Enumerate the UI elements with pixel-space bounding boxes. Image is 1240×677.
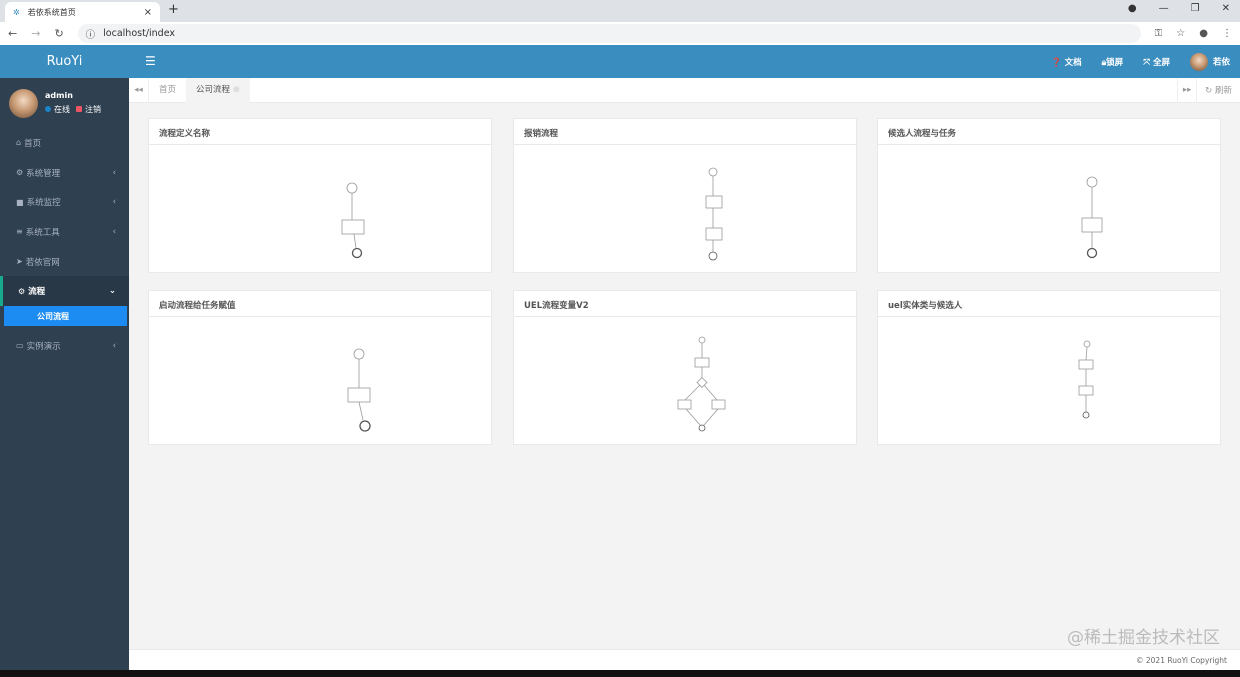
chevron-left-icon: ‹	[112, 226, 116, 237]
close-tab-icon[interactable]: ×	[143, 6, 152, 18]
address-bar-row: ← → ↻ ⓘ localhost/index ⚿ ☆ ● ⋮	[0, 22, 1240, 45]
scroll-left-icon[interactable]: ◂◂	[129, 77, 149, 103]
top-header: ☰ ❓ 文档 🔒︎锁屏 ⤧ 全屏 若依	[129, 45, 1240, 78]
process-card[interactable]: 候选人流程与任务	[877, 118, 1221, 273]
username: admin	[45, 91, 73, 100]
tab-home[interactable]: 首页	[159, 84, 177, 95]
new-tab-button[interactable]: +	[168, 2, 179, 17]
refresh-button[interactable]: ↻ 刷新	[1205, 86, 1232, 96]
account-icon[interactable]: ●	[1199, 28, 1208, 39]
process-card[interactable]: uel实体类与候选人	[877, 290, 1221, 445]
url-input[interactable]: ⓘ localhost/index	[77, 24, 1141, 43]
card-title: UEL流程变量V2	[514, 291, 856, 317]
chevron-left-icon: ‹	[112, 167, 116, 178]
sidebar-item-tools[interactable]: ≡ 系统工具 ‹	[16, 226, 116, 238]
location-arrow-icon: ➤	[16, 257, 23, 267]
chevron-left-icon: ‹	[112, 197, 116, 208]
close-window-button[interactable]: ✕	[1221, 3, 1230, 14]
user-panel: admin 在线 注销	[0, 78, 129, 128]
info-icon: ⓘ	[85, 29, 96, 41]
gear-icon: ⚙	[16, 168, 24, 178]
process-card[interactable]: 报销流程	[513, 118, 857, 273]
card-title: 流程定义名称	[149, 119, 491, 145]
sidebar-item-website[interactable]: ➤ 若依官网	[16, 257, 60, 268]
process-card[interactable]: 启动流程给任务赋值	[148, 290, 492, 445]
reload-icon[interactable]: ↻	[54, 27, 64, 40]
avatar[interactable]	[9, 88, 38, 118]
sidebar: RuoYi admin 在线 注销 ⌂ 首页 ⚙ 系统管理 ‹ ■ 系统监控 ‹ ≡ 系统工具…	[0, 45, 129, 670]
chevron-down-icon: ⌄	[108, 286, 116, 297]
process-diagram[interactable]	[514, 146, 858, 273]
bars-icon: ≡	[16, 227, 23, 237]
tab-company-process[interactable]: 公司流程 ⊗	[186, 77, 250, 103]
main-content: 流程定义名称 报销流程 候选人流程与任务启动流程给任务赋值 UEL流程变量V2 uel实…	[129, 103, 1240, 649]
menu-dots-icon[interactable]: ⋮	[1222, 28, 1232, 39]
close-tab-icon[interactable]: ⊗	[232, 84, 240, 95]
process-diagram[interactable]	[149, 318, 493, 445]
process-diagram[interactable]	[878, 318, 1222, 445]
sidebar-item-demo[interactable]: ▭ 实例演示 ‹	[16, 340, 116, 352]
process-card[interactable]: UEL流程变量V2	[513, 290, 857, 445]
restore-button[interactable]: ❐	[1190, 3, 1200, 14]
minimize-button[interactable]: —	[1158, 3, 1169, 14]
sidebar-subitem-company-process[interactable]: 公司流程	[4, 306, 127, 327]
card-title: uel实体类与候选人	[878, 291, 1220, 317]
browser-tab[interactable]: ✲ 若依系统首页 ×	[5, 2, 160, 22]
taskbar	[0, 670, 1240, 677]
back-icon[interactable]: ←	[8, 27, 18, 40]
process-card[interactable]: 流程定义名称	[148, 118, 492, 273]
video-icon: ■	[16, 197, 24, 207]
profile-icon[interactable]: ●	[1127, 3, 1137, 14]
question-icon: ❓	[1051, 57, 1062, 68]
sidebar-item-home[interactable]: ⌂ 首页	[16, 138, 42, 149]
card-title: 候选人流程与任务	[878, 119, 1220, 145]
sidebar-item-system[interactable]: ⚙ 系统管理 ‹	[16, 167, 116, 179]
key-icon[interactable]: ⚿	[1154, 28, 1163, 39]
watermark: @稀土掘金技术社区	[1067, 628, 1220, 648]
process-diagram[interactable]	[149, 146, 493, 273]
desktop-icon: ▭	[16, 341, 24, 351]
avatar	[1189, 52, 1208, 71]
docs-link[interactable]: ❓ 文档	[1051, 57, 1082, 68]
process-diagram[interactable]	[878, 146, 1222, 273]
process-diagram[interactable]	[514, 318, 858, 445]
lock-icon: 🔒︎	[1101, 57, 1107, 68]
sidebar-item-process[interactable]: ⚙ 流程 ⌄	[0, 276, 129, 307]
online-status: 在线	[45, 104, 70, 115]
logo: RuoYi	[0, 45, 129, 78]
cogs-icon: ⚙	[18, 286, 26, 296]
chevron-left-icon: ‹	[112, 340, 116, 351]
expand-icon: ⤧	[1143, 57, 1150, 68]
star-icon[interactable]: ☆	[1176, 28, 1186, 39]
lock-screen-link[interactable]: 🔒︎锁屏	[1101, 57, 1124, 68]
footer: @稀土掘金技术社区 © 2021 RuoYi Copyright	[129, 629, 1240, 670]
page-tabs: ◂◂ 首页 公司流程 ⊗ ▸▸ ↻ 刷新	[129, 77, 1240, 103]
browser-tab-strip: ✲ 若依系统首页 × + ● — ❐ ✕	[0, 0, 1240, 22]
user-menu[interactable]: 若依	[1189, 52, 1230, 71]
copyright: © 2021 RuoYi Copyright	[1136, 656, 1227, 665]
fullscreen-link[interactable]: ⤧ 全屏	[1143, 57, 1170, 68]
favicon-icon: ✲	[13, 7, 20, 17]
sidebar-item-monitor[interactable]: ■ 系统监控 ‹	[16, 197, 116, 209]
menu-toggle-icon[interactable]: ☰	[145, 54, 156, 68]
forward-icon[interactable]: →	[31, 27, 41, 40]
scroll-right-icon[interactable]: ▸▸	[1177, 77, 1198, 103]
url-text: localhost/index	[103, 28, 176, 39]
logout-link[interactable]: 注销	[76, 104, 101, 115]
tab-title: 若依系统首页	[27, 7, 76, 17]
home-icon: ⌂	[16, 138, 22, 148]
card-title: 报销流程	[514, 119, 856, 145]
card-title: 启动流程给任务赋值	[149, 291, 491, 317]
